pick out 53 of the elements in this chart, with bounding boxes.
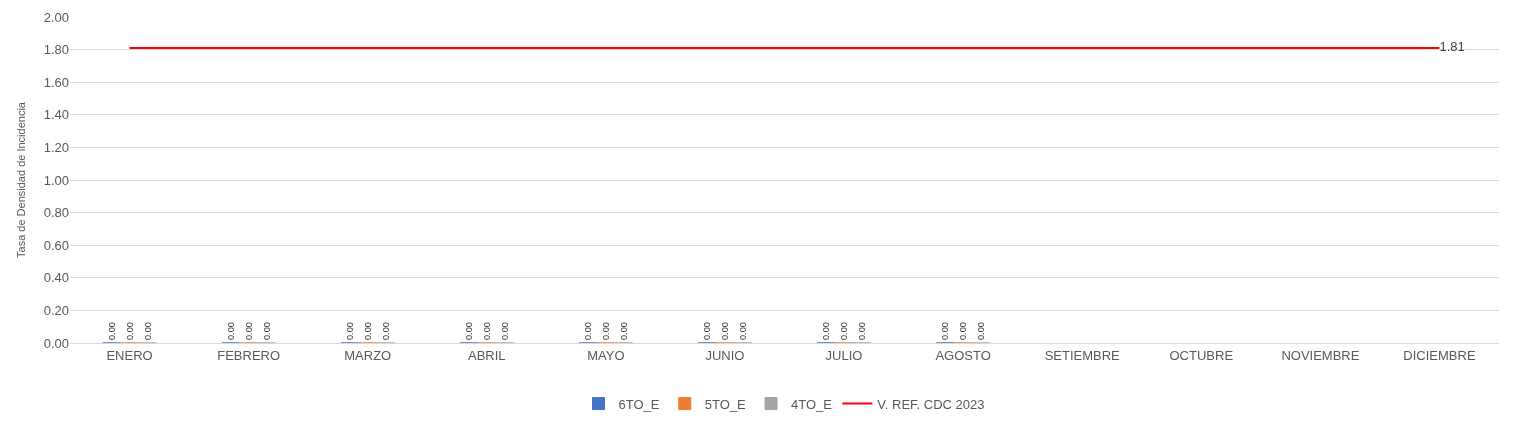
- data-label: 0.00: [344, 322, 355, 340]
- x-tick-label: DICIEMBRE: [1403, 347, 1476, 363]
- y-tick-label: 1.80: [43, 42, 69, 58]
- data-label: 0.00: [106, 322, 117, 340]
- y-tick-label: 1.20: [43, 139, 69, 155]
- x-tick-label: JULIO: [825, 347, 863, 363]
- data-label: 0.00: [720, 322, 731, 340]
- data-label: 0.00: [481, 322, 492, 340]
- data-label: 0.00: [940, 322, 951, 340]
- data-label: 0.00: [839, 322, 850, 340]
- data-label: 0.00: [583, 322, 594, 340]
- y-tick-label: 0.00: [43, 335, 69, 351]
- data-label: 0.00: [821, 322, 832, 340]
- data-label: 0.00: [737, 322, 748, 340]
- data-label: 0.00: [958, 322, 969, 340]
- y-tick-label: 1.60: [43, 74, 69, 90]
- x-tick-label: NOVIEMBRE: [1281, 347, 1360, 363]
- y-tick-label: 0.40: [43, 270, 69, 286]
- data-label: 0.00: [976, 322, 987, 340]
- x-tick-label: OCTUBRE: [1169, 347, 1234, 363]
- y-tick-label: 1.40: [43, 107, 69, 123]
- y-tick-label: 0.20: [43, 302, 69, 318]
- data-label: 0.00: [618, 322, 629, 340]
- data-label: 0.00: [362, 322, 373, 340]
- data-label: 0.00: [243, 322, 254, 340]
- y-tick-label: 2.00: [43, 9, 69, 25]
- data-label: 0.00: [142, 322, 153, 340]
- legend-label: 5TO_E: [704, 396, 747, 412]
- data-label: 0.00: [499, 322, 510, 340]
- data-label: 0.00: [124, 322, 135, 340]
- y-axis-title: Tasa de Densidad de Incidencia: [15, 101, 28, 258]
- y-tick-label: 0.80: [43, 205, 69, 221]
- data-label: 1.81: [1439, 39, 1465, 55]
- data-label: 0.00: [225, 322, 236, 340]
- x-tick-label: JUNIO: [705, 347, 745, 363]
- x-tick-label: AGOSTO: [935, 347, 991, 363]
- data-label: 0.00: [464, 322, 475, 340]
- legend-label: 6TO_E: [618, 396, 660, 412]
- legend-label: V. REF. CDC 2023: [877, 396, 985, 412]
- x-tick-label: MARZO: [344, 347, 392, 363]
- y-tick-label: 0.60: [43, 237, 69, 253]
- data-label: 0.00: [380, 322, 391, 340]
- x-tick-label: FEBRERO: [217, 347, 281, 363]
- y-tick-label: 1.00: [43, 172, 69, 188]
- data-label: 0.00: [857, 322, 868, 340]
- data-label: 0.00: [702, 322, 713, 340]
- x-tick-label: ENERO: [106, 347, 153, 363]
- x-tick-label: SETIEMBRE: [1044, 347, 1121, 363]
- data-label: 0.00: [601, 322, 612, 340]
- x-tick-label: ABRIL: [468, 347, 506, 363]
- legend-label: 4TO_E: [791, 396, 833, 412]
- data-label: 0.00: [261, 322, 272, 340]
- x-tick-label: MAYO: [587, 347, 625, 363]
